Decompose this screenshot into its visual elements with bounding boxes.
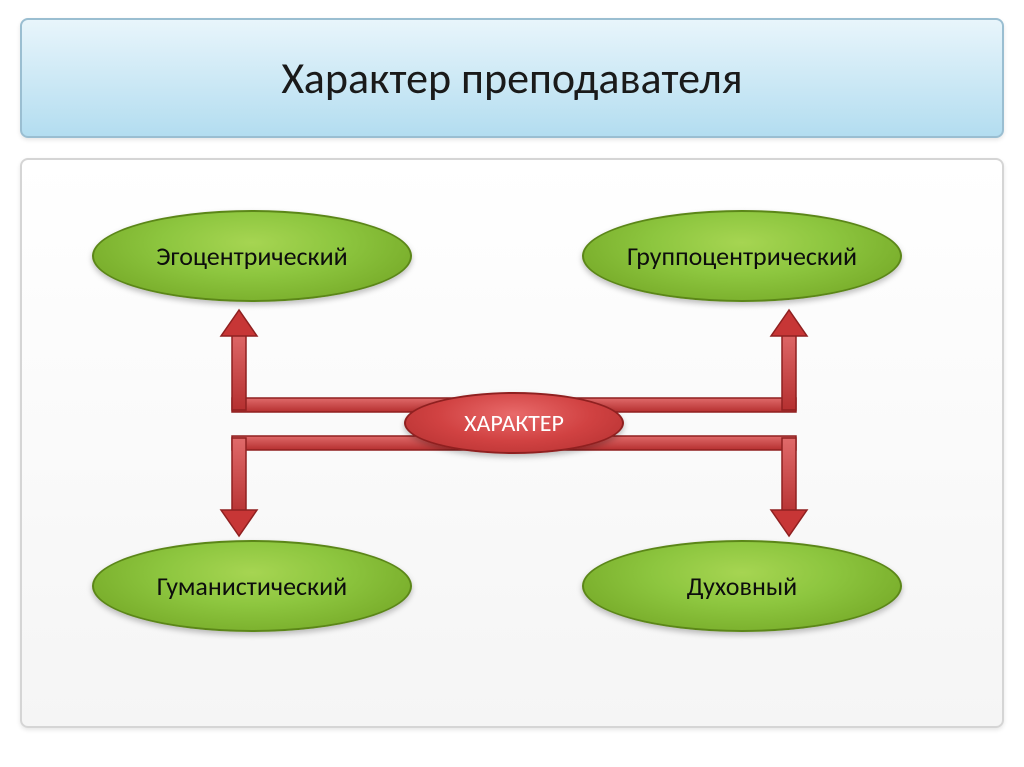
node-bottom-left: Гуманистический	[92, 540, 412, 632]
title-box: Характер преподавателя	[20, 18, 1004, 138]
page-title: Характер преподавателя	[281, 51, 742, 105]
node-center: ХАРАКТЕР	[404, 392, 624, 454]
center-label: ХАРАКТЕР	[464, 409, 564, 438]
node-top-right: Группоцентрический	[582, 210, 902, 302]
diagram-container: Эгоцентрический Группоцентрический Гуман…	[20, 158, 1004, 728]
node-top-left: Эгоцентрический	[92, 210, 412, 302]
node-label: Гуманистический	[157, 570, 347, 602]
node-bottom-right: Духовный	[582, 540, 902, 632]
node-label: Эгоцентрический	[156, 240, 347, 272]
node-label: Духовный	[687, 570, 797, 602]
node-label: Группоцентрический	[627, 240, 857, 272]
